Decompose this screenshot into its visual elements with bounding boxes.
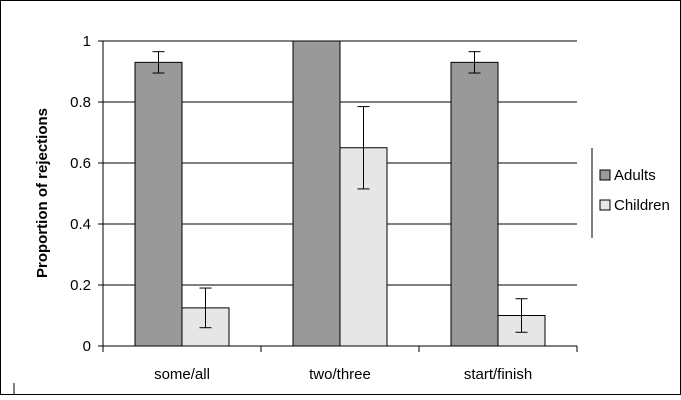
error-bar-children-1 [357, 106, 370, 190]
error-bar-adults-0 [152, 51, 165, 74]
y-tick-labels: 0 0.2 0.4 0.6 0.8 1 [70, 33, 91, 355]
legend-label-children: Children [614, 197, 670, 214]
x-tick-label: two/three [309, 366, 371, 383]
bar-adults-0 [134, 61, 183, 347]
legend: Adults Children [591, 148, 670, 238]
x-tick-label: some/all [154, 366, 210, 383]
legend-swatch-children [599, 199, 611, 211]
y-tick-label: 0 [83, 338, 91, 355]
legend-swatch-adults [599, 169, 611, 181]
y-tick-label: 0.4 [70, 216, 91, 233]
x-tick-labels: some/all two/three start/finish [154, 366, 532, 383]
error-bar-children-0 [199, 287, 212, 329]
bar-adults-1 [292, 40, 341, 347]
y-tick-label: 0.6 [70, 155, 91, 172]
legend-label-adults: Adults [614, 167, 656, 184]
y-tick-label: 1 [83, 33, 91, 50]
error-bars [152, 51, 528, 333]
error-bar-children-2 [515, 298, 528, 333]
y-tick-label: 0.2 [70, 277, 91, 294]
axes [98, 40, 578, 352]
bar-adults-2 [450, 61, 499, 347]
x-tick-label: start/finish [464, 366, 532, 383]
y-axis-label: Proportion of rejections [34, 108, 51, 278]
y-tick-label: 0.8 [70, 94, 91, 111]
error-bar-adults-2 [468, 51, 481, 74]
